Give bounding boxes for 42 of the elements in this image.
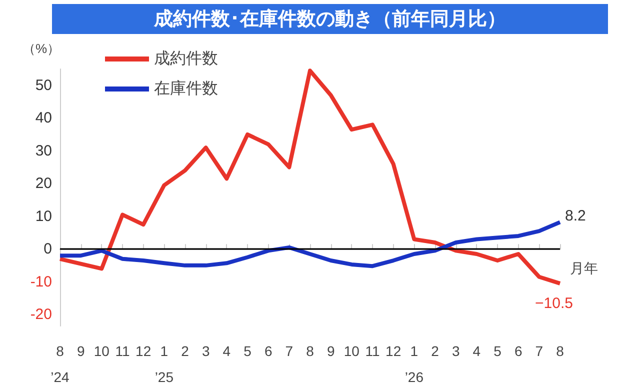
x-axis-title: 月年: [570, 260, 598, 276]
x-tick-label: 8: [556, 343, 564, 359]
legend-label: 成約件数: [154, 50, 218, 68]
x-tick-label: 11: [365, 343, 380, 359]
y-tick-label: 30: [35, 142, 52, 160]
x-tick-label: 6: [514, 343, 522, 359]
x-tick-label: 8 ’24: [50, 343, 70, 385]
x-tick-label: 10: [344, 343, 360, 359]
x-tick-label: 9: [326, 343, 335, 359]
y-tick-label: -20: [30, 306, 52, 324]
y-tick-label: -10: [30, 273, 52, 290]
x-tick-label: 6: [264, 343, 272, 359]
y-axis-title: （%）: [22, 41, 60, 56]
x-tick-label: 8: [306, 343, 314, 359]
y-tick-label: 10: [35, 208, 52, 225]
x-tick-label: 5: [494, 343, 502, 359]
y-tick-label: 50: [35, 76, 52, 94]
x-tick-label: 1 ’25: [154, 343, 174, 385]
x-tick-label: 2: [181, 343, 190, 359]
x-tick-label: 3: [202, 343, 210, 359]
x-tick-label: 2: [431, 343, 440, 359]
legend-label: 在庫件数: [154, 80, 218, 98]
x-tick-label: 10: [94, 343, 110, 359]
x-tick-label: 9: [76, 343, 85, 359]
y-tick-label: 20: [35, 175, 52, 192]
x-tick-label: 1 ’26: [404, 343, 424, 385]
x-tick-label: 11: [115, 343, 130, 359]
x-tick-label: 12: [136, 343, 152, 359]
line-series: [58, 220, 562, 268]
x-tick-label: 4: [222, 343, 231, 359]
data-label: −10.5: [535, 294, 573, 312]
data-label: 8.2: [565, 208, 586, 225]
y-tick-label: 0: [44, 240, 52, 258]
x-tick-label: 12: [386, 343, 402, 359]
x-tick-label: 7: [285, 343, 294, 359]
line-series: [58, 68, 562, 286]
x-tick-label: 7: [535, 343, 544, 359]
x-tick-label: 3: [452, 343, 460, 359]
chart-title: 成約件数･在庫件数の動き（前年同月比）: [52, 4, 608, 34]
y-tick-label: 40: [35, 110, 52, 127]
x-tick-label: 5: [244, 343, 252, 359]
x-tick-label: 4: [472, 343, 481, 359]
